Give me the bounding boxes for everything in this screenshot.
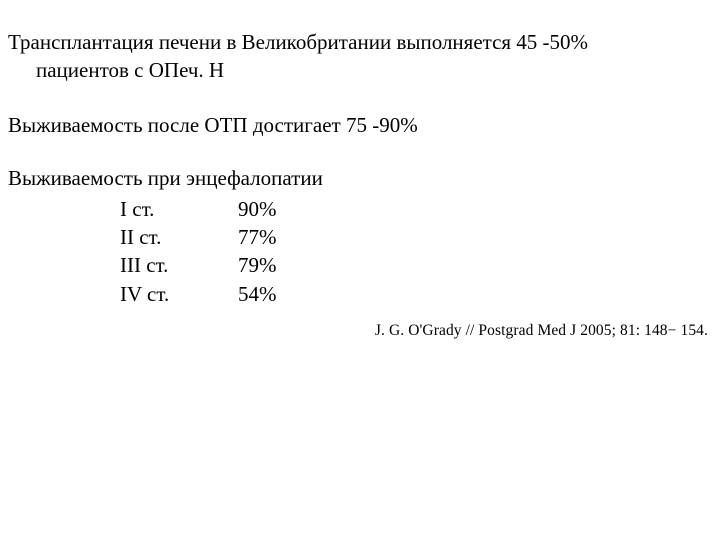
paragraph-otp-survival: Выживаемость после ОТП достигает 75 -90% <box>8 113 712 138</box>
paragraph-transplantation: Трансплантация печени в Великобритании в… <box>8 28 712 85</box>
percent-cell: 54% <box>238 280 318 308</box>
stage-cell: IV ст. <box>120 280 238 308</box>
table-row: IV ст. 54% <box>120 280 712 308</box>
table-row: III ст. 79% <box>120 251 712 279</box>
citation-text: J. G. O'Grady // Postgrad Med J 2005; 81… <box>8 322 712 340</box>
percent-cell: 90% <box>238 195 318 223</box>
stage-cell: I ст. <box>120 195 238 223</box>
para1-line2: пациентов с ОПеч. Н <box>8 56 712 84</box>
table-row: II ст. 77% <box>120 223 712 251</box>
percent-cell: 79% <box>238 251 318 279</box>
stage-cell: II ст. <box>120 223 238 251</box>
percent-cell: 77% <box>238 223 318 251</box>
stage-cell: III ст. <box>120 251 238 279</box>
para1-line1: Трансплантация печени в Великобритании в… <box>8 28 712 56</box>
encephalopathy-survival-table: I ст. 90% II ст. 77% III ст. 79% IV ст. … <box>8 195 712 308</box>
table-row: I ст. 90% <box>120 195 712 223</box>
encephalopathy-survival-title: Выживаемость при энцефалопатии <box>8 166 712 191</box>
